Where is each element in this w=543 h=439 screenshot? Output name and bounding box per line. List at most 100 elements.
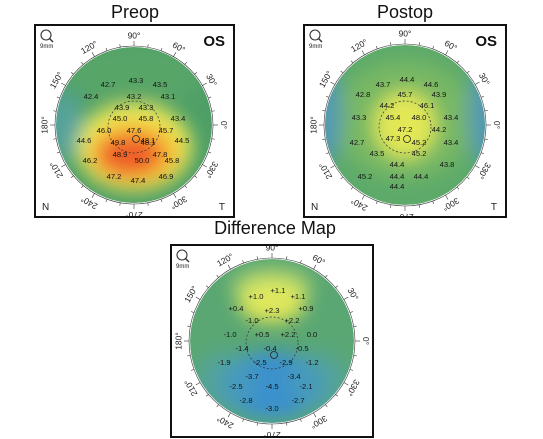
power-value: 43.9 — [432, 90, 447, 99]
angle-label: 120° — [349, 37, 369, 54]
power-value: 43.1 — [161, 92, 176, 101]
angle-label: 300° — [309, 413, 329, 430]
angle-label: 150° — [317, 69, 334, 89]
angle-label: 270° — [263, 430, 281, 436]
power-value: 44.4 — [390, 182, 405, 191]
angle-label: 240° — [79, 194, 99, 211]
power-value: 44.4 — [400, 75, 415, 84]
power-value: 43.7 — [376, 80, 391, 89]
angle-label: 0° — [219, 121, 229, 129]
power-value: 47.2 — [107, 172, 122, 181]
power-value: -3.0 — [265, 404, 278, 413]
power-value: 42.7 — [101, 80, 116, 89]
preop-topography: 90° 60° 30° 0° 330° 300° 270° 240° 210° 180° 150° 1… — [39, 29, 229, 216]
nasal-label: N — [311, 202, 318, 213]
power-value: -1.0 — [245, 316, 258, 325]
power-value: -2.1 — [299, 382, 312, 391]
scale-label: 9mm — [40, 44, 53, 50]
angle-ring — [50, 41, 218, 209]
power-value: -1.0 — [223, 330, 236, 339]
angle-label: 330° — [203, 160, 220, 180]
power-value: 44.4 — [390, 172, 405, 181]
angle-label: 210° — [48, 160, 65, 180]
power-value: -2.5 — [253, 358, 266, 367]
power-value: 42.4 — [84, 92, 99, 101]
angle-label: 210° — [317, 161, 334, 181]
angle-label: 330° — [344, 378, 361, 398]
power-value: -0.5 — [295, 344, 308, 353]
power-value: 46.1 — [420, 101, 435, 110]
power-value: +2.2 — [281, 330, 296, 339]
power-value: 43.4 — [444, 113, 459, 122]
power-value: -3.7 — [245, 372, 258, 381]
angle-label: 30° — [204, 72, 219, 88]
power-value: +1.1 — [271, 286, 286, 295]
power-value: +0.9 — [299, 304, 314, 313]
preop-title: Preop — [110, 2, 160, 22]
power-value: -2.8 — [239, 396, 252, 405]
postop-map: 90° 60° 30° 0° 330° 300° 270° 240° 210° 180° 150° 1… — [303, 24, 507, 218]
eye-label: OS — [475, 33, 497, 50]
power-value: +0.4 — [229, 304, 244, 313]
nasal-label: N — [42, 202, 49, 213]
preop-map: 90° 60° 30° 0° 330° 300° 270° 240° 210° 180° 150° 1… — [34, 24, 235, 218]
power-value: 44.4 — [390, 160, 405, 169]
power-value: +1.0 — [249, 292, 264, 301]
power-value: 44.6 — [424, 80, 439, 89]
scale-label: 9mm — [176, 264, 189, 270]
angle-label: 60° — [443, 38, 459, 53]
power-value: 45.8 — [165, 156, 180, 165]
power-value: +0.5 — [255, 330, 270, 339]
power-value: 43.5 — [370, 149, 385, 158]
power-value: 44.5 — [175, 136, 190, 145]
power-value: 43.4 — [444, 138, 459, 147]
angle-label: 120° — [79, 39, 99, 56]
power-value: 42.8 — [356, 90, 371, 99]
angle-label: 330° — [476, 161, 493, 181]
power-value: -1.4 — [235, 344, 248, 353]
angle-label: 180° — [39, 116, 49, 134]
power-value: 48.0 — [412, 113, 427, 122]
angle-label: 90° — [128, 30, 141, 40]
vertex-marker — [270, 351, 278, 359]
vertex-marker — [403, 135, 411, 143]
power-value: 48.1 — [141, 136, 156, 145]
power-value: 45.8 — [139, 114, 154, 123]
vertex-marker — [132, 135, 140, 143]
power-value: 44.2 — [380, 101, 395, 110]
power-value: 44.2 — [432, 125, 447, 134]
power-value: 0.0 — [307, 330, 318, 339]
power-value: +2.2 — [285, 316, 300, 325]
power-value: 49.8 — [111, 138, 126, 147]
power-value: 47.2 — [398, 125, 413, 134]
angle-label: 300° — [441, 196, 461, 213]
angle-label: 90° — [266, 246, 279, 252]
difference-map-title: Difference Map — [214, 218, 336, 238]
magnifier-icon — [309, 29, 323, 43]
power-value: 43.8 — [440, 160, 455, 169]
power-value: 45.7 — [398, 90, 413, 99]
angle-label: 270° — [396, 212, 414, 216]
power-value: -0.4 — [263, 344, 276, 353]
temporal-label: T — [491, 202, 497, 213]
power-value: -2.5 — [229, 382, 242, 391]
power-value: 48.9 — [113, 150, 128, 159]
power-value: -3.4 — [287, 372, 300, 381]
pupil-outline — [107, 100, 161, 154]
power-value: 43.3 — [352, 113, 367, 122]
magnifier-icon — [176, 249, 190, 263]
power-value: 48.1 — [141, 138, 156, 147]
power-value: 43.4 — [171, 114, 186, 123]
power-value: 43.5 — [153, 80, 168, 89]
power-value: 45.2 — [358, 172, 373, 181]
power-value: 45.2 — [412, 149, 427, 158]
power-value: 47.4 — [131, 176, 146, 185]
power-value: 43.9 — [115, 103, 130, 112]
difference-topography: 90° 60° 30° 0° 330° 300° 270° 240° 210° 180° 150° 1… — [173, 246, 371, 436]
power-value: +1.1 — [291, 292, 306, 301]
eye-label: OS — [203, 33, 225, 50]
power-value: 44.4 — [414, 172, 429, 181]
postop-title: Postop — [376, 2, 434, 22]
angle-label: 210° — [182, 378, 199, 398]
power-value: 45.0 — [113, 114, 128, 123]
